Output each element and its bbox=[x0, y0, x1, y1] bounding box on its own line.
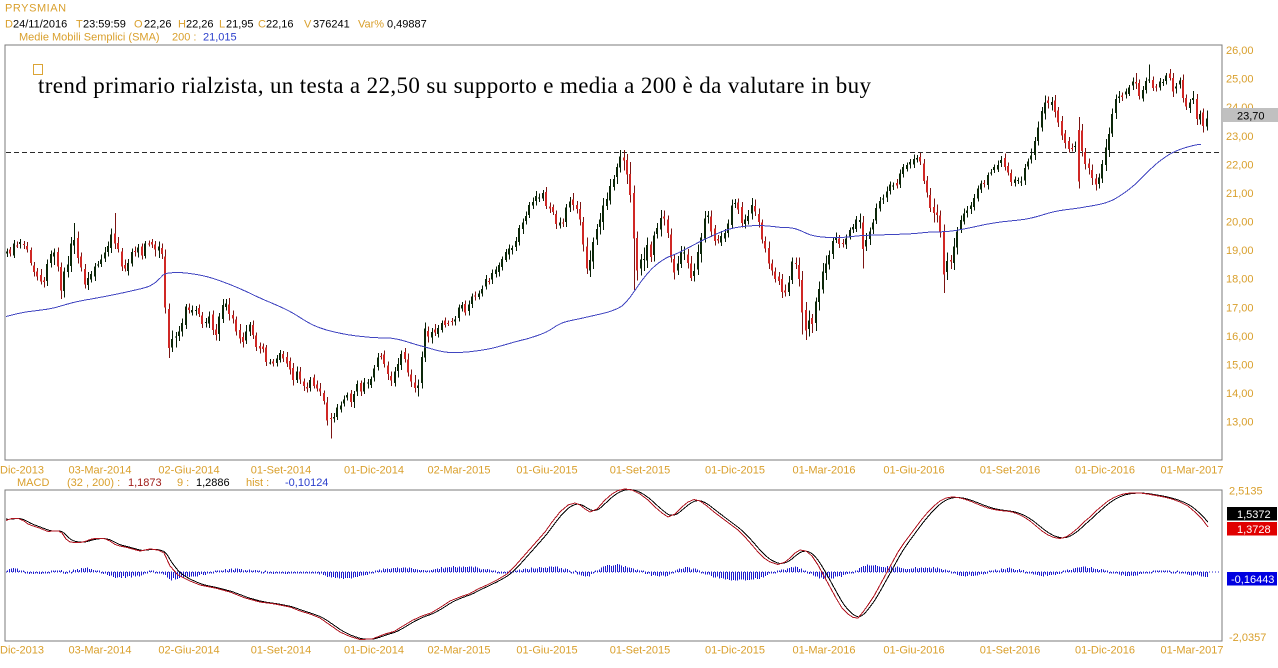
svg-text:01-Mar-2017: 01-Mar-2017 bbox=[1161, 465, 1224, 477]
svg-text:03-Mar-2014: 03-Mar-2014 bbox=[69, 465, 132, 477]
svg-text:15,00: 15,00 bbox=[1226, 360, 1254, 372]
svg-text:L: L bbox=[219, 19, 225, 31]
svg-text:Dic-2013: Dic-2013 bbox=[0, 645, 44, 657]
svg-text:01-Dic-2015: 01-Dic-2015 bbox=[705, 645, 765, 657]
svg-text:02-Giu-2014: 02-Giu-2014 bbox=[158, 465, 219, 477]
svg-text:trend primario rialzista, un t: trend primario rialzista, un testa a 22,… bbox=[38, 73, 872, 98]
svg-text:C: C bbox=[258, 19, 266, 31]
svg-text:1,3728: 1,3728 bbox=[1237, 524, 1271, 536]
svg-text:01-Dic-2014: 01-Dic-2014 bbox=[344, 465, 404, 477]
svg-text:13,00: 13,00 bbox=[1226, 417, 1254, 429]
svg-text:2,5135: 2,5135 bbox=[1229, 486, 1263, 498]
svg-text:Dic-2013: Dic-2013 bbox=[0, 465, 44, 477]
svg-text:01-Set-2016: 01-Set-2016 bbox=[980, 645, 1041, 657]
svg-text:02-Mar-2015: 02-Mar-2015 bbox=[428, 645, 491, 657]
svg-text:-0,16443: -0,16443 bbox=[1231, 574, 1274, 586]
svg-text:02-Mar-2015: 02-Mar-2015 bbox=[428, 465, 491, 477]
svg-text:01-Giu-2016: 01-Giu-2016 bbox=[883, 465, 944, 477]
svg-text:V: V bbox=[304, 19, 312, 31]
svg-text:01-Mar-2016: 01-Mar-2016 bbox=[793, 465, 856, 477]
svg-text:1,2886: 1,2886 bbox=[196, 477, 230, 489]
svg-text:23,00: 23,00 bbox=[1226, 131, 1254, 143]
svg-text:23:59:59: 23:59:59 bbox=[83, 19, 126, 31]
svg-text:200 :: 200 : bbox=[172, 32, 196, 44]
svg-text:01-Dic-2015: 01-Dic-2015 bbox=[705, 465, 765, 477]
svg-text:1,1873: 1,1873 bbox=[128, 477, 162, 489]
svg-text:22,16: 22,16 bbox=[266, 19, 294, 31]
svg-text:hist :: hist : bbox=[246, 477, 269, 489]
svg-text:01-Dic-2016: 01-Dic-2016 bbox=[1075, 645, 1135, 657]
svg-text:03-Mar-2014: 03-Mar-2014 bbox=[69, 645, 132, 657]
svg-text:17,00: 17,00 bbox=[1226, 302, 1254, 314]
svg-text:01-Set-2015: 01-Set-2015 bbox=[610, 645, 671, 657]
svg-text:Var%: Var% bbox=[358, 19, 384, 31]
svg-text:23,70: 23,70 bbox=[1237, 111, 1265, 123]
svg-text:01-Set-2015: 01-Set-2015 bbox=[610, 465, 671, 477]
svg-text:PRYSMIAN: PRYSMIAN bbox=[5, 3, 67, 15]
svg-text:21,015: 21,015 bbox=[203, 32, 237, 44]
svg-text:21,00: 21,00 bbox=[1226, 188, 1254, 200]
svg-text:19,00: 19,00 bbox=[1226, 245, 1254, 257]
svg-text:01-Giu-2015: 01-Giu-2015 bbox=[516, 465, 577, 477]
svg-text:01-Set-2014: 01-Set-2014 bbox=[251, 645, 312, 657]
svg-text:H: H bbox=[178, 19, 186, 31]
svg-text:376241: 376241 bbox=[313, 19, 350, 31]
svg-text:22,26: 22,26 bbox=[186, 19, 214, 31]
svg-text:01-Giu-2016: 01-Giu-2016 bbox=[883, 645, 944, 657]
svg-text:-0,10124: -0,10124 bbox=[285, 477, 328, 489]
svg-text:02-Giu-2014: 02-Giu-2014 bbox=[158, 645, 219, 657]
svg-text:01-Mar-2017: 01-Mar-2017 bbox=[1161, 645, 1224, 657]
svg-text:Medie Mobili Semplici (SMA): Medie Mobili Semplici (SMA) bbox=[19, 32, 160, 44]
svg-text:1,5372: 1,5372 bbox=[1237, 509, 1271, 521]
svg-text:(32 , 200) :: (32 , 200) : bbox=[67, 477, 120, 489]
svg-text:21,95: 21,95 bbox=[226, 19, 254, 31]
svg-text:01-Giu-2015: 01-Giu-2015 bbox=[516, 645, 577, 657]
svg-text:14,00: 14,00 bbox=[1226, 388, 1254, 400]
svg-text:01-Dic-2016: 01-Dic-2016 bbox=[1075, 465, 1135, 477]
svg-text:T: T bbox=[76, 19, 83, 31]
svg-text:22,26: 22,26 bbox=[144, 19, 172, 31]
svg-text:26,00: 26,00 bbox=[1226, 45, 1254, 57]
svg-text:O: O bbox=[134, 19, 143, 31]
svg-text:18,00: 18,00 bbox=[1226, 274, 1254, 286]
svg-text:01-Dic-2014: 01-Dic-2014 bbox=[344, 645, 404, 657]
svg-text:9 :: 9 : bbox=[177, 477, 189, 489]
svg-text:01-Set-2016: 01-Set-2016 bbox=[980, 465, 1041, 477]
svg-text:MACD: MACD bbox=[17, 477, 49, 489]
svg-text:D: D bbox=[5, 19, 13, 31]
svg-text:01-Mar-2016: 01-Mar-2016 bbox=[793, 645, 856, 657]
svg-text:22,00: 22,00 bbox=[1226, 159, 1254, 171]
svg-text:-2,0357: -2,0357 bbox=[1229, 632, 1266, 644]
svg-text:25,00: 25,00 bbox=[1226, 74, 1254, 86]
svg-text:0,49887: 0,49887 bbox=[387, 19, 427, 31]
svg-text:01-Set-2014: 01-Set-2014 bbox=[251, 465, 312, 477]
svg-text:20,00: 20,00 bbox=[1226, 217, 1254, 229]
svg-text:24/11/2016: 24/11/2016 bbox=[13, 19, 67, 31]
svg-text:16,00: 16,00 bbox=[1226, 331, 1254, 343]
